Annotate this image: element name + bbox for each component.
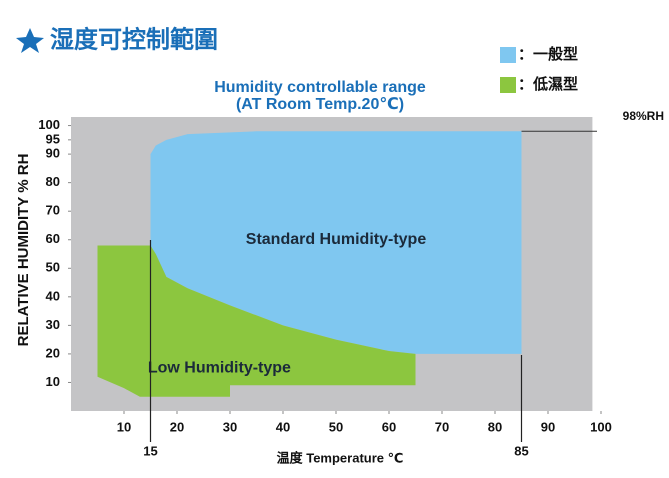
y-tick-label: 30 <box>46 317 60 332</box>
x-axis-label: 温度 Temperature ℃ <box>277 450 404 465</box>
y-tick-label: 40 <box>46 288 60 303</box>
y-tick-label: 80 <box>46 174 60 189</box>
x-tick-label: 100 <box>590 419 612 434</box>
chart-subtitle: (AT Room Temp.20℃) <box>236 96 404 113</box>
legend-swatch <box>500 77 516 93</box>
y-tick-label: 95 <box>46 131 60 146</box>
y-axis-label: RELATIVE HUMIDITY % RH <box>15 154 32 347</box>
region-label: Standard Humidity-type <box>246 231 427 248</box>
reference-label: 85 <box>514 443 528 458</box>
chart-subtitle: Humidity controllable range <box>214 79 426 96</box>
chart-title: 湿度可控制範圍 <box>50 25 218 53</box>
x-tick-label: 50 <box>329 419 343 434</box>
reference-label: 98%RH <box>623 109 664 123</box>
y-tick-label: 90 <box>46 146 60 161</box>
x-tick-label: 60 <box>382 419 396 434</box>
x-tick-label: 70 <box>435 419 449 434</box>
y-tick-label: 70 <box>46 203 60 218</box>
reference-label: 15 <box>143 443 157 458</box>
region <box>150 131 522 354</box>
x-tick-label: 10 <box>117 419 131 434</box>
region <box>97 245 416 397</box>
legend-label: ：一般型 <box>518 45 578 63</box>
legend-swatch <box>500 47 516 63</box>
x-tick-label: 30 <box>223 419 237 434</box>
title-icon <box>16 28 44 53</box>
legend-label: ：低濕型 <box>518 75 578 93</box>
y-tick-label: 50 <box>46 260 60 275</box>
x-tick-label: 20 <box>170 419 184 434</box>
y-tick-label: 20 <box>46 345 60 360</box>
y-tick-label: 10 <box>46 374 60 389</box>
x-tick-label: 40 <box>276 419 290 434</box>
y-tick-label: 100 <box>38 117 60 132</box>
x-tick-label: 90 <box>541 419 555 434</box>
region-label: Low Humidity-type <box>148 359 291 376</box>
x-tick-label: 80 <box>488 419 502 434</box>
y-tick-label: 60 <box>46 231 60 246</box>
